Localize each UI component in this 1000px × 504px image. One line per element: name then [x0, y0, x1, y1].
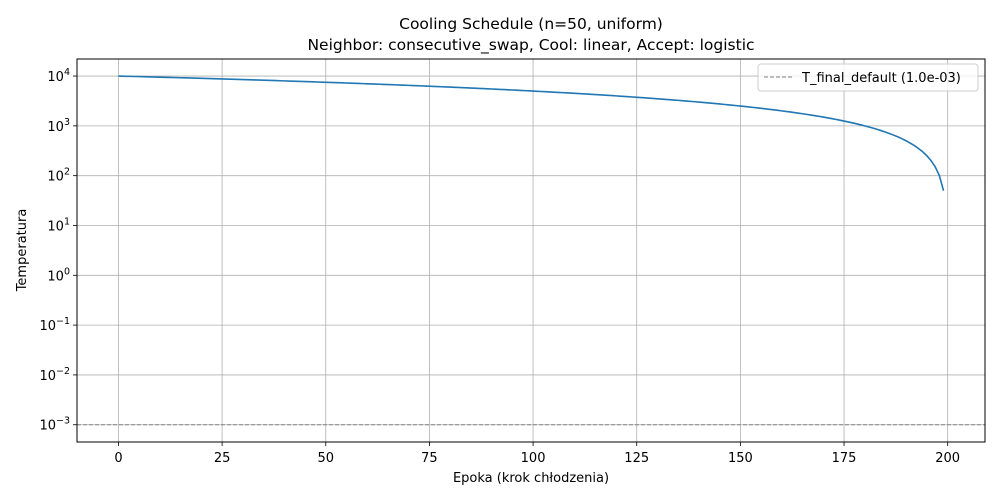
- x-tick-label: 100: [521, 451, 546, 466]
- x-tick-label: 125: [624, 451, 649, 466]
- y-tick-label: 10−3: [39, 416, 70, 434]
- x-tick-label: 75: [421, 451, 438, 466]
- y-tick-label: 10−1: [39, 316, 70, 334]
- y-tick-label: 101: [47, 216, 70, 234]
- legend-box: [757, 63, 979, 92]
- x-axis-ticks: 0 25 50 75 100 125 150 175 200: [114, 442, 960, 466]
- series-line-temperature: [118, 75, 945, 191]
- y-tick-label: 10−2: [39, 366, 70, 384]
- y-tick-label: 102: [47, 167, 70, 185]
- x-tick-label: 200: [935, 451, 960, 466]
- y-tick-label: 103: [47, 117, 70, 135]
- x-tick-label: 50: [317, 451, 334, 466]
- chart-title: Cooling Schedule (n=50, uniform): [399, 15, 663, 33]
- x-tick-label: 150: [728, 451, 753, 466]
- x-tick-label: 25: [214, 451, 231, 466]
- x-tick-label: 0: [114, 451, 122, 466]
- y-tick-label: 104: [47, 67, 70, 85]
- x-tick-label: 175: [832, 451, 857, 466]
- x-axis-label: Epoka (krok chłodzenia): [453, 471, 609, 486]
- chart-subtitle: Neighbor: consecutive_swap, Cool: linear…: [307, 36, 754, 55]
- y-axis-ticks: 10−3 10−2 10−1 100 101 102 103 104: [39, 67, 77, 434]
- plot-frame: [76, 58, 986, 443]
- legend: T_final_default (1.0e-03): [757, 63, 979, 92]
- series-layer: [118, 75, 945, 191]
- legend-label: T_final_default (1.0e-03): [801, 71, 961, 86]
- grid: [77, 59, 985, 442]
- y-tick-label: 100: [47, 266, 70, 284]
- y-axis-label: Temperatura: [15, 209, 30, 293]
